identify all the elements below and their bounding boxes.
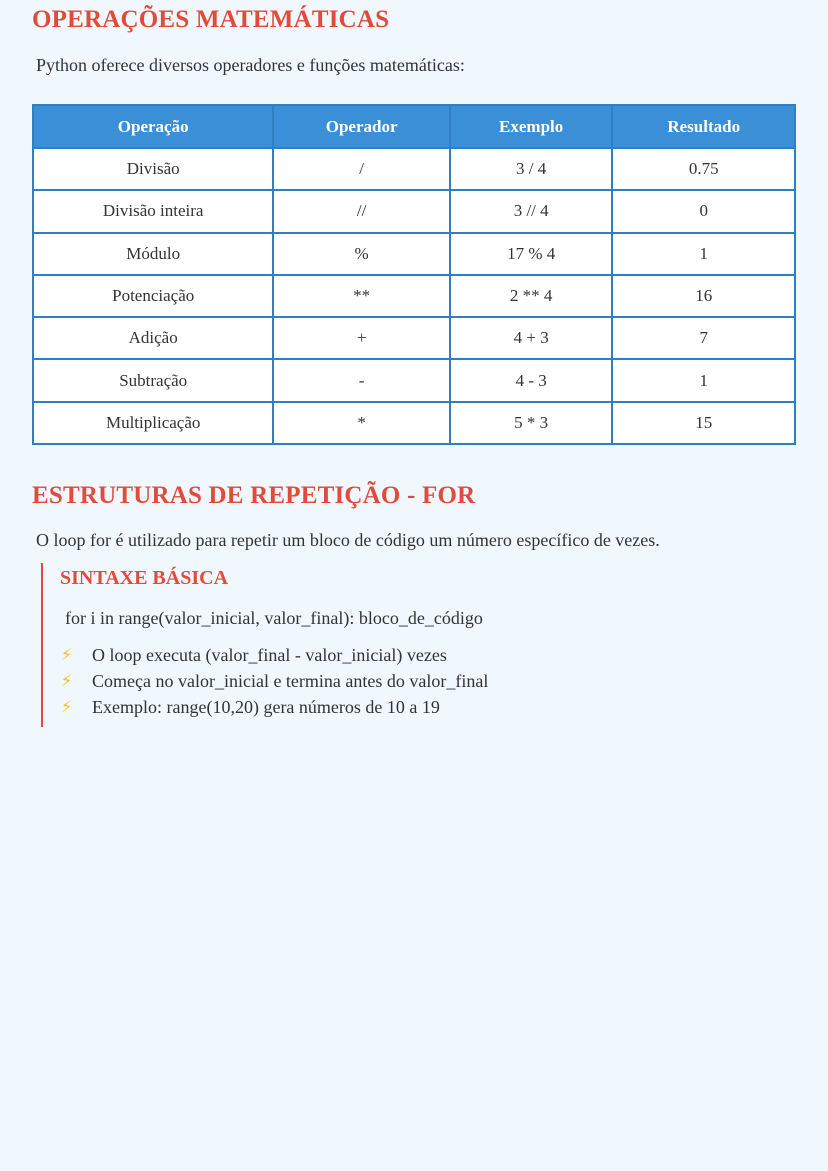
operations-table: Operação Operador Exemplo Resultado Divisão… [31, 104, 796, 446]
table-cell: / [272, 146, 451, 192]
section-title-operacoes: OPERAÇÕES MATEMÁTICAS [32, 6, 390, 33]
list-item-text: Começa no valor_inicial e termina antes … [92, 670, 489, 691]
lightning-icon: ⚡︎ [61, 647, 73, 664]
table-cell: 3 // 4 [448, 189, 614, 234]
table-cell: - [272, 358, 451, 403]
syntax-box: SINTAXE BÁSICA for i in range(valor_inic… [41, 563, 643, 727]
lightning-icon: ⚡︎ [61, 699, 73, 716]
table-cell: 3 / 4 [448, 146, 614, 192]
syntax-code: for i in range(valor_inicial, valor_fina… [65, 608, 483, 628]
table-cell: % [272, 231, 451, 276]
column-header: Operação [31, 104, 275, 149]
table-cell: 16 [611, 273, 796, 319]
list-item-text: O loop executa (valor_final - valor_inic… [92, 644, 447, 665]
table-cell: Divisão [31, 146, 275, 192]
table-row: Potenciação ** 2 ** 4 16 [31, 273, 796, 319]
table-row: Multiplicação * 5 * 3 15 [31, 400, 796, 446]
table-cell: 7 [611, 316, 796, 361]
table-cell: * [272, 400, 451, 446]
table-cell: Subtração [31, 358, 275, 403]
table-cell: ** [272, 273, 451, 319]
table-cell: + [272, 316, 451, 361]
table-cell: Divisão inteira [31, 189, 275, 234]
table-header-row: Operação Operador Exemplo Resultado [31, 104, 796, 149]
table-cell: Adição [31, 316, 275, 361]
table-cell: 4 - 3 [448, 358, 614, 403]
list-item: ⚡︎ Exemplo: range(10,20) gera números de … [61, 694, 488, 720]
table-cell: 1 [611, 231, 796, 276]
list-item: ⚡︎ Começa no valor_inicial e termina ante… [61, 668, 488, 694]
section-title-for: ESTRUTURAS DE REPETIÇÃO - FOR [32, 482, 476, 509]
section-intro-for: O loop for é utilizado para repetir um b… [36, 530, 660, 550]
table-cell: 0 [611, 189, 796, 234]
table-cell: Potenciação [31, 273, 275, 319]
column-header: Resultado [611, 104, 796, 149]
column-header: Exemplo [448, 104, 614, 149]
table-cell: 4 + 3 [448, 316, 614, 361]
bullet-list: ⚡︎ O loop executa (valor_final - valor_in… [61, 642, 488, 720]
table-cell: 5 * 3 [448, 400, 614, 446]
list-item-text: Exemplo: range(10,20) gera números de 10… [92, 696, 440, 717]
table-cell: 1 [611, 358, 796, 403]
table-row: Divisão/3 / 4 0.75 [31, 146, 796, 192]
table-cell: Multiplicação [31, 400, 275, 446]
table-cell: Módulo [31, 231, 275, 276]
table-cell: 17 % 4 [448, 231, 614, 276]
syntax-title: SINTAXE BÁSICA [60, 567, 229, 589]
table-cell: 15 [611, 400, 796, 446]
lightning-icon: ⚡︎ [61, 673, 73, 690]
table-cell: 2 ** 4 [448, 273, 614, 319]
table-cell: // [272, 189, 451, 234]
column-header: Operador [272, 104, 451, 149]
table-cell: 0.75 [611, 146, 796, 192]
section-intro: Python oferece diversos operadores e fun… [36, 55, 465, 75]
list-item: ⚡︎ O loop executa (valor_final - valor_in… [61, 642, 488, 668]
